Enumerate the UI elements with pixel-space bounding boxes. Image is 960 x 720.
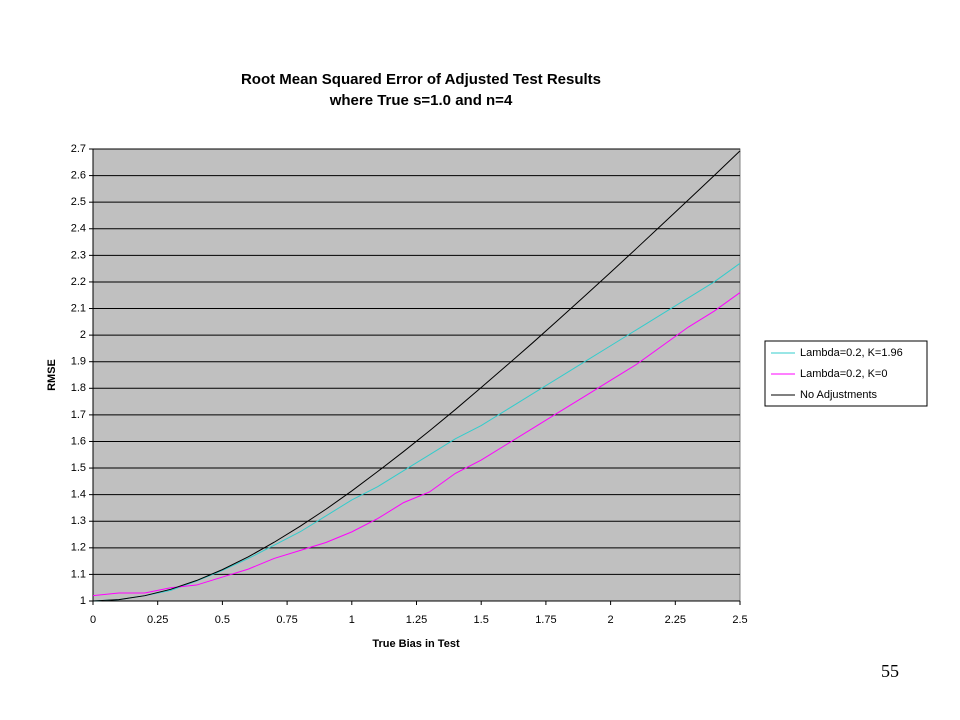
y-tick-label: 1.6 [71,435,86,447]
y-tick-label: 1 [80,595,86,607]
legend-label: Lambda=0.2, K=0 [800,368,887,380]
y-tick-label: 2.4 [71,223,86,235]
x-tick-label: 1.5 [474,614,489,626]
y-tick-label: 1.1 [71,568,86,580]
x-axis-title: True Bias in Test [372,638,460,650]
y-tick-label: 2.3 [71,249,86,261]
legend-label: No Adjustments [800,389,878,401]
y-tick-label: 1.2 [71,542,86,554]
x-tick-label: 2.5 [732,614,747,626]
y-tick-label: 2.2 [71,276,86,288]
y-tick-label: 2 [80,329,86,341]
x-tick-label: 1.75 [535,614,556,626]
y-tick-label: 1.8 [71,382,86,394]
x-tick-label: 0 [90,614,96,626]
chart-subtitle: where True s=1.0 and n=4 [329,92,513,109]
y-tick-label: 1.5 [71,462,86,474]
x-tick-label: 0.25 [147,614,168,626]
legend-label: Lambda=0.2, K=1.96 [800,347,903,359]
y-tick-label: 1.9 [71,356,86,368]
x-tick-label: 1.25 [406,614,427,626]
y-axis-title: RMSE [46,359,58,391]
x-tick-label: 2 [608,614,614,626]
plot-area [92,148,741,602]
y-tick-label: 2.6 [71,169,86,181]
y-tick-label: 1.3 [71,515,86,527]
series-line [92,262,741,602]
slide-number: 55 [881,661,899,681]
y-tick-label: 2.7 [71,143,86,155]
y-tick-label: 2.5 [71,196,86,208]
y-tick-label: 1.4 [71,489,86,501]
x-tick-label: 1 [349,614,355,626]
x-tick-label: 2.25 [665,614,686,626]
x-tick-label: 0.75 [276,614,297,626]
x-tick-label: 0.5 [215,614,230,626]
series-line [92,150,741,602]
chart-title: Root Mean Squared Error of Adjusted Test… [241,71,601,88]
series-line [92,292,741,597]
y-tick-label: 1.7 [71,409,86,421]
y-tick-label: 2.1 [71,302,86,314]
